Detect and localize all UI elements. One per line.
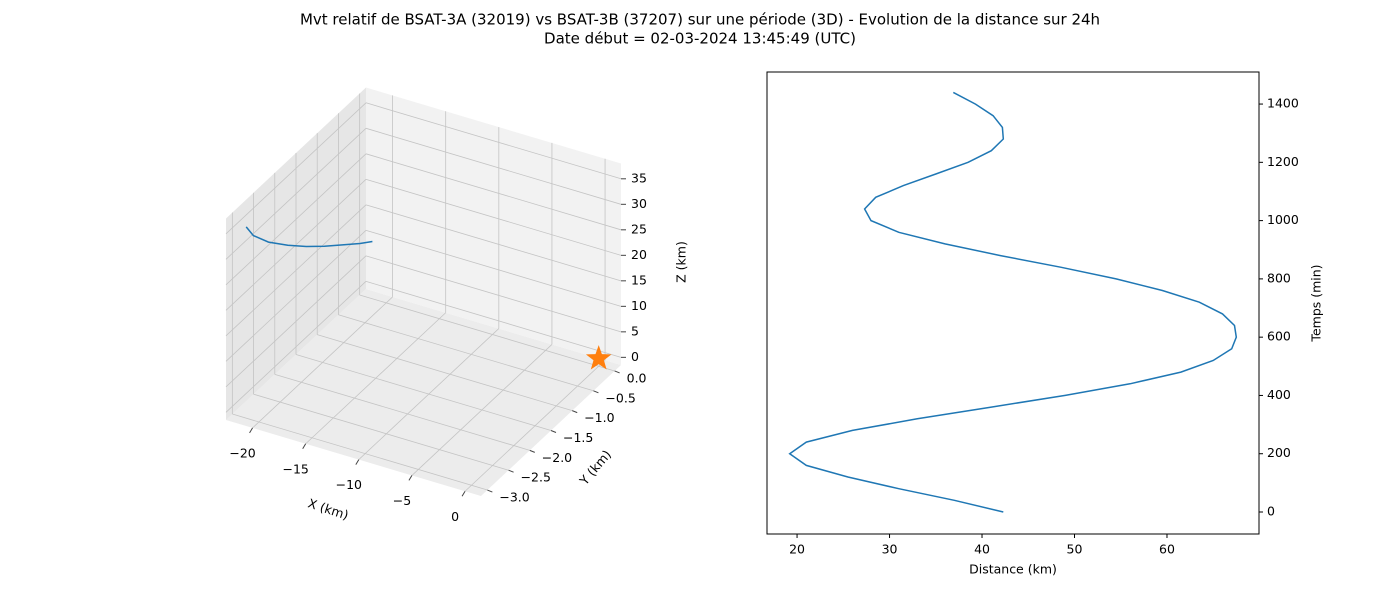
distance-line [788,91,1238,513]
y-tick-label: 1200 [1267,154,1299,169]
x-axis-label: X (km) [306,495,350,522]
tick-mark [355,459,360,465]
tick-mark [508,469,514,473]
x-tick-label: −10 [336,477,362,492]
grid-line [365,280,622,358]
y-tick-label: 1000 [1267,212,1299,227]
y-tick-label: −1.0 [584,410,614,425]
grid-line [365,153,622,231]
z-tick-label: 15 [631,272,647,287]
grid-line [317,334,573,412]
y-axis-label: Y (km) [576,447,614,489]
tick-mark [529,449,535,453]
tick-mark [408,475,413,481]
back-pane [366,87,621,365]
star-marker [585,345,612,370]
plot-area [766,71,1260,535]
z-tick-label: 10 [631,298,647,313]
grid-line [365,255,622,333]
tick-mark [593,390,599,394]
grid-line [365,127,622,205]
trajectory-line [245,226,373,248]
grid-line [232,413,488,491]
grid-line [359,294,615,372]
y-tick-label: 600 [1267,329,1291,344]
z-tick-label: 5 [631,323,639,338]
tick-mark [302,443,307,450]
z-tick-label: 25 [631,221,647,236]
z-axis-label: Z (km) [674,241,689,283]
grid-line [225,153,367,286]
y-tick-label: 0.0 [627,370,647,385]
figure-title: Mvt relatif de BSAT-3A (32019) vs BSAT-3… [300,11,1100,29]
x-tick-label: 40 [974,542,990,557]
grid-line [225,255,367,388]
grid-line [338,314,594,392]
x-tick-label: −5 [393,493,411,508]
z-tick-label: 20 [631,247,647,262]
x-tick-label: −20 [229,445,255,460]
x-axis-label: Distance (km) [969,562,1057,577]
grid-line [225,204,367,337]
grid-line [274,373,530,451]
z-tick-label: 30 [631,196,647,211]
x-tick-label: 20 [789,542,805,557]
tick-mark [550,430,557,433]
grid-line [225,128,367,260]
y-axis-label: Temps (min) [1309,264,1324,342]
y-tick-label: 200 [1267,445,1291,460]
y-tick-label: 0 [1267,504,1275,519]
tick-mark [461,490,466,497]
x-tick-label: −15 [282,461,308,476]
grid-line [295,354,552,431]
tick-mark [487,489,493,493]
grid-line [365,178,622,256]
grid-line [225,230,367,362]
grid-line [365,102,622,180]
x-tick-label: 50 [1067,542,1083,557]
grid-line [365,229,622,307]
grid-line [225,281,367,413]
x-tick-label: 30 [882,542,898,557]
z-tick-label: 0 [631,349,639,364]
grid-line [225,179,367,311]
tick-mark [572,410,578,414]
y-tick-label: 400 [1267,387,1291,402]
figure-subtitle: Date début = 02-03-2024 13:45:49 (UTC) [544,30,856,48]
z-tick-label: 35 [631,170,647,185]
x-tick-label: 0 [451,509,459,524]
x-tick-label: 60 [1159,542,1175,557]
grid-line [365,204,622,282]
grid-line [225,102,367,235]
y-tick-label: 800 [1267,270,1291,285]
y-tick-label: −2.5 [521,470,551,485]
y-tick-label: −2.0 [542,450,572,465]
y-tick-label: −1.5 [563,430,593,445]
y-tick-label: −3.0 [499,490,529,505]
tick-mark [614,370,620,374]
y-tick-label: 1400 [1267,96,1299,111]
y-tick-label: −0.5 [605,390,635,405]
tick-mark [249,427,253,434]
grid-line [253,393,509,471]
